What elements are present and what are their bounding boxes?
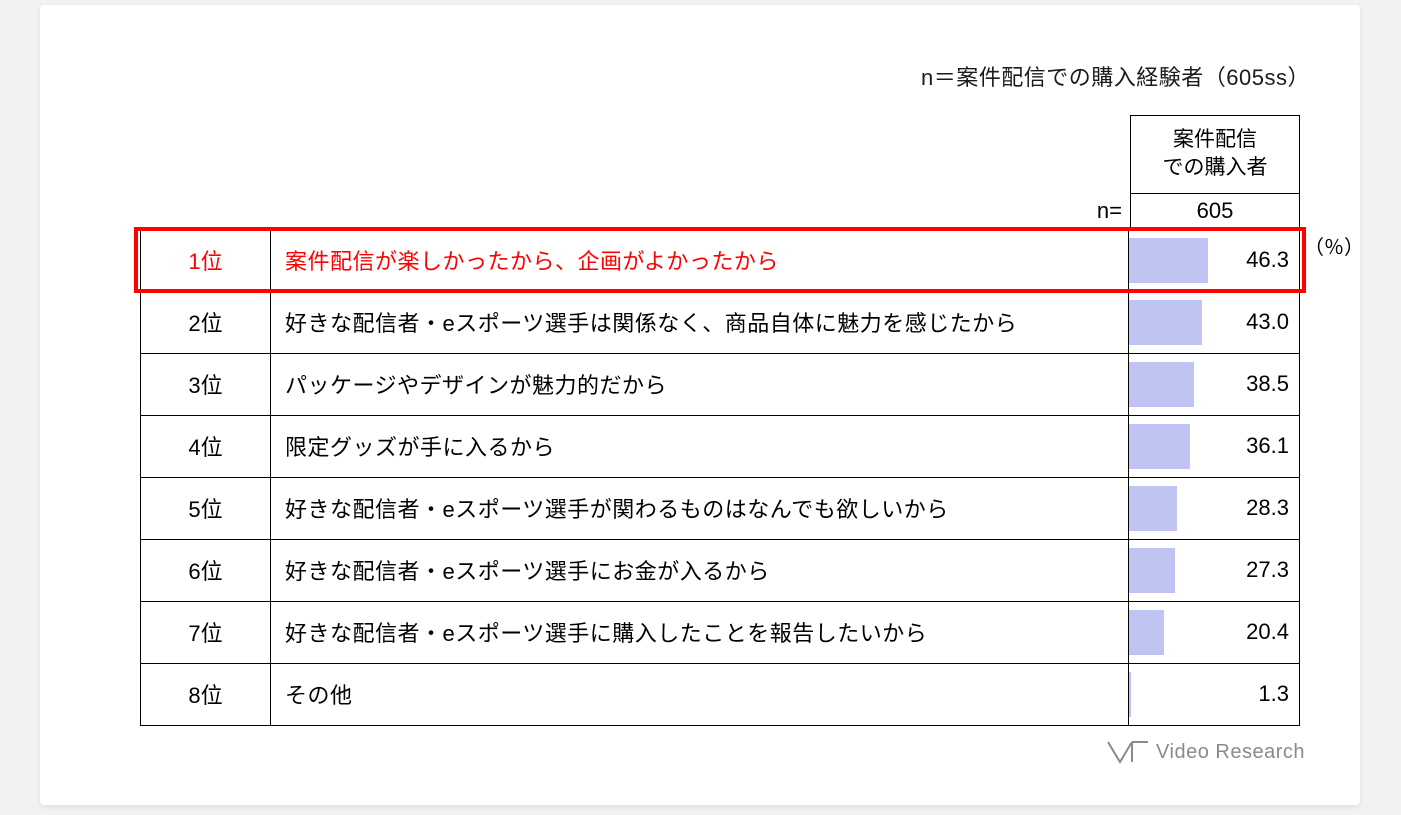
value-cell: 46.3 bbox=[1129, 230, 1299, 291]
rank-cell: 8位 bbox=[141, 664, 271, 725]
rank-cell: 4位 bbox=[141, 416, 271, 477]
bar bbox=[1129, 548, 1175, 593]
value-cell: 28.3 bbox=[1129, 478, 1299, 539]
percent-label: （％） bbox=[1304, 231, 1364, 260]
value-text: 38.5 bbox=[1246, 371, 1289, 397]
header-row: 案件配信での購入者 bbox=[140, 115, 1300, 193]
bar bbox=[1129, 486, 1177, 531]
data-rows: 1位案件配信が楽しかったから、企画がよかったから46.32位好きな配信者・eスポ… bbox=[140, 229, 1300, 726]
table-row: 6位好きな配信者・eスポーツ選手にお金が入るから 27.3 bbox=[141, 539, 1299, 601]
rank-cell: 2位 bbox=[141, 292, 271, 353]
n-value: 605 bbox=[1130, 193, 1300, 229]
reason-cell: パッケージやデザインが魅力的だから bbox=[271, 354, 1129, 415]
bar bbox=[1129, 610, 1164, 655]
logo-text: Video Research bbox=[1156, 741, 1305, 764]
value-text: 36.1 bbox=[1246, 433, 1289, 459]
value-text: 20.4 bbox=[1246, 619, 1289, 645]
table-row: 7位好きな配信者・eスポーツ選手に購入したことを報告したいから 20.4 bbox=[141, 601, 1299, 663]
value-text: 1.3 bbox=[1258, 681, 1289, 707]
value-cell: 20.4 bbox=[1129, 602, 1299, 663]
table-wrap: 案件配信での購入者 n= 605 1位案件配信が楽しかったから、企画がよかったか… bbox=[140, 115, 1300, 726]
reason-cell: 好きな配信者・eスポーツ選手に購入したことを報告したいから bbox=[271, 602, 1129, 663]
reason-cell: その他 bbox=[271, 664, 1129, 725]
bar bbox=[1129, 424, 1190, 469]
value-cell: 43.0 bbox=[1129, 292, 1299, 353]
rank-cell: 7位 bbox=[141, 602, 271, 663]
logo-mark-icon bbox=[1106, 739, 1150, 765]
reason-cell: 限定グッズが手に入るから bbox=[271, 416, 1129, 477]
value-col-header: 案件配信での購入者 bbox=[1130, 115, 1300, 193]
table-row: 5位好きな配信者・eスポーツ選手が関わるものはなんでも欲しいから 28.3 bbox=[141, 477, 1299, 539]
rank-cell: 6位 bbox=[141, 540, 271, 601]
table-row: 3位パッケージやデザインが魅力的だから 38.5 bbox=[141, 353, 1299, 415]
table-row: 1位案件配信が楽しかったから、企画がよかったから 46.3 bbox=[141, 229, 1299, 291]
value-cell: 36.1 bbox=[1129, 416, 1299, 477]
value-text: 46.3 bbox=[1246, 247, 1289, 273]
reason-cell: 案件配信が楽しかったから、企画がよかったから bbox=[271, 230, 1129, 291]
bar bbox=[1129, 672, 1131, 717]
n-label: n= bbox=[140, 193, 1130, 229]
rank-cell: 1位 bbox=[141, 230, 271, 291]
rank-cell: 5位 bbox=[141, 478, 271, 539]
bar bbox=[1129, 300, 1202, 345]
table-row: 4位限定グッズが手に入るから 36.1 bbox=[141, 415, 1299, 477]
value-text: 43.0 bbox=[1246, 309, 1289, 335]
sample-note: n＝案件配信での購入経験者（605ss） bbox=[921, 60, 1310, 92]
reason-cell: 好きな配信者・eスポーツ選手にお金が入るから bbox=[271, 540, 1129, 601]
bar bbox=[1129, 362, 1194, 407]
value-text: 28.3 bbox=[1246, 495, 1289, 521]
table-row: 8位その他 1.3 bbox=[141, 663, 1299, 725]
value-cell: 1.3 bbox=[1129, 664, 1299, 725]
reason-cell: 好きな配信者・eスポーツ選手が関わるものはなんでも欲しいから bbox=[271, 478, 1129, 539]
rank-cell: 3位 bbox=[141, 354, 271, 415]
n-row: n= 605 bbox=[140, 193, 1300, 229]
logo: Video Research bbox=[1106, 739, 1305, 765]
value-text: 27.3 bbox=[1246, 557, 1289, 583]
chart-card: n＝案件配信での購入経験者（605ss） 案件配信での購入者 n= 605 1位… bbox=[40, 5, 1360, 805]
value-cell: 27.3 bbox=[1129, 540, 1299, 601]
value-cell: 38.5 bbox=[1129, 354, 1299, 415]
table-row: 2位好きな配信者・eスポーツ選手は関係なく、商品自体に魅力を感じたから 43.0 bbox=[141, 291, 1299, 353]
bar bbox=[1129, 238, 1208, 283]
reason-cell: 好きな配信者・eスポーツ選手は関係なく、商品自体に魅力を感じたから bbox=[271, 292, 1129, 353]
